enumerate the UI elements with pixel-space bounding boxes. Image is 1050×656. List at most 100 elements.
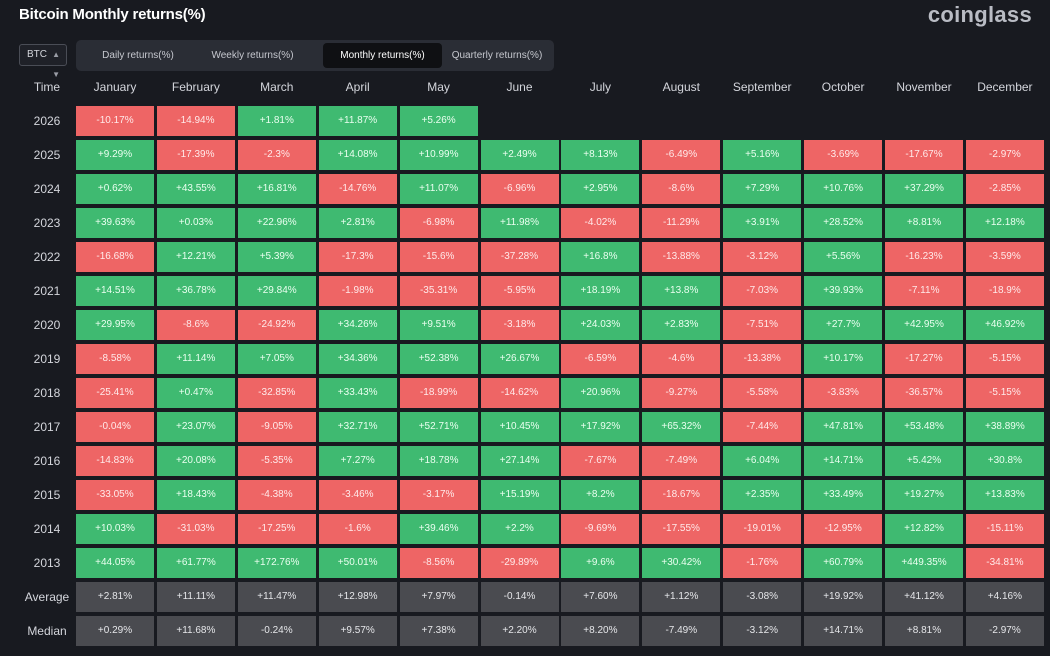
stat-cell: +4.16% bbox=[965, 582, 1044, 612]
stat-cell: +14.71% bbox=[804, 616, 883, 646]
return-cell: +10.17% bbox=[804, 344, 883, 374]
return-cell: -14.94% bbox=[156, 106, 235, 136]
return-cell: +60.79% bbox=[804, 548, 883, 578]
row-year-label: 2014 bbox=[33, 522, 61, 536]
return-cell: -17.27% bbox=[885, 344, 963, 374]
return-cell: -17.67% bbox=[885, 140, 963, 170]
stat-cell: +9.57% bbox=[318, 616, 397, 646]
column-header-month: January bbox=[93, 80, 137, 94]
return-cell: +30.8% bbox=[965, 446, 1044, 476]
tab-quarterly-returns[interactable]: Quarterly returns(%) bbox=[451, 50, 543, 61]
return-cell: -18.9% bbox=[965, 276, 1044, 306]
row-year-label: 2017 bbox=[33, 420, 61, 434]
column-header-month: December bbox=[977, 80, 1033, 94]
return-cell: -4.6% bbox=[642, 344, 721, 374]
return-cell: -0.04% bbox=[76, 412, 154, 442]
return-cell: +39.93% bbox=[804, 276, 883, 306]
stat-cell: +8.20% bbox=[561, 616, 640, 646]
return-cell: -36.57% bbox=[885, 378, 963, 408]
return-cell: +16.81% bbox=[237, 174, 316, 204]
return-cell: -3.17% bbox=[399, 480, 478, 510]
return-cell: +13.8% bbox=[642, 276, 721, 306]
brand-logo[interactable]: coinglass bbox=[927, 2, 1032, 27]
return-cell: +29.95% bbox=[76, 310, 154, 340]
row-year-label: 2020 bbox=[33, 318, 61, 332]
return-cell: -25.41% bbox=[76, 378, 154, 408]
return-cell: +18.19% bbox=[561, 276, 640, 306]
tab-weekly-returns[interactable]: Weekly returns(%) bbox=[211, 50, 294, 61]
return-cell: -32.85% bbox=[237, 378, 316, 408]
return-cell: +14.71% bbox=[804, 446, 883, 476]
tab-monthly-returns[interactable]: Monthly returns(%) bbox=[323, 43, 442, 68]
row-year-label: 2023 bbox=[33, 216, 61, 230]
return-cell: +44.05% bbox=[76, 548, 154, 578]
row-stat-label: Average bbox=[24, 590, 70, 604]
return-cell: -8.6% bbox=[156, 310, 235, 340]
return-cell: -37.28% bbox=[480, 242, 559, 272]
return-cell: -9.27% bbox=[642, 378, 721, 408]
return-cell: +9.29% bbox=[76, 140, 154, 170]
return-cell: +1.81% bbox=[237, 106, 316, 136]
return-cell: +5.16% bbox=[723, 140, 802, 170]
stat-cell: +8.81% bbox=[885, 616, 963, 646]
return-cell: -18.67% bbox=[642, 480, 721, 510]
row-year-label: 2022 bbox=[33, 250, 61, 264]
return-cell: +20.96% bbox=[561, 378, 640, 408]
return-cell: +5.26% bbox=[399, 106, 478, 136]
return-cell: +46.92% bbox=[965, 310, 1044, 340]
column-header-month: February bbox=[171, 80, 220, 94]
return-cell: +0.47% bbox=[156, 378, 235, 408]
stat-cell: +7.60% bbox=[561, 582, 640, 612]
return-cell: -8.56% bbox=[399, 548, 478, 578]
return-cell: -6.98% bbox=[399, 208, 478, 238]
return-cell: +17.92% bbox=[561, 412, 640, 442]
row-year-label: 2019 bbox=[33, 352, 61, 366]
asset-select[interactable]: BTC ▲ ▼ bbox=[19, 44, 67, 79]
column-header-month: September bbox=[732, 80, 792, 94]
return-cell: -3.12% bbox=[723, 242, 802, 272]
return-cell: +9.6% bbox=[561, 548, 640, 578]
return-cell: -13.38% bbox=[723, 344, 802, 374]
return-cell: +2.49% bbox=[480, 140, 559, 170]
return-cell: +8.2% bbox=[561, 480, 640, 510]
return-cell: -13.88% bbox=[642, 242, 721, 272]
return-cell: -7.03% bbox=[723, 276, 802, 306]
header: Bitcoin Monthly returns(%) coinglass bbox=[0, 0, 1050, 34]
tab-daily-returns[interactable]: Daily returns(%) bbox=[102, 50, 174, 61]
stat-cell: +7.38% bbox=[399, 616, 478, 646]
return-cell: +29.84% bbox=[237, 276, 316, 306]
page-title: Bitcoin Monthly returns(%) bbox=[19, 6, 206, 23]
return-cell: +7.05% bbox=[237, 344, 316, 374]
row-year-label: 2013 bbox=[33, 556, 61, 570]
return-cell: +13.83% bbox=[965, 480, 1044, 510]
stat-cell: -2.97% bbox=[965, 616, 1044, 646]
column-header-time: Time bbox=[33, 80, 61, 94]
row-year-label: 2016 bbox=[33, 454, 61, 468]
column-header-month: April bbox=[345, 80, 370, 94]
return-cell: +7.27% bbox=[318, 446, 397, 476]
stat-cell: +41.12% bbox=[885, 582, 963, 612]
return-cell: -3.83% bbox=[804, 378, 883, 408]
return-cell: -35.31% bbox=[399, 276, 478, 306]
stat-cell: +11.68% bbox=[156, 616, 235, 646]
stat-cell: -0.24% bbox=[237, 616, 316, 646]
return-cell: -3.46% bbox=[318, 480, 397, 510]
return-cell: -4.02% bbox=[561, 208, 640, 238]
return-cell: -1.98% bbox=[318, 276, 397, 306]
return-cell: +53.48% bbox=[885, 412, 963, 442]
return-cell: -29.89% bbox=[480, 548, 559, 578]
return-cell: +47.81% bbox=[804, 412, 883, 442]
row-year-label: 2018 bbox=[33, 386, 61, 400]
return-cell: -10.17% bbox=[76, 106, 154, 136]
column-header-month: March bbox=[260, 80, 294, 94]
return-cell: +50.01% bbox=[318, 548, 397, 578]
return-cell: +18.43% bbox=[156, 480, 235, 510]
return-cell: -6.96% bbox=[480, 174, 559, 204]
return-cell: +28.52% bbox=[804, 208, 883, 238]
return-cell: -8.58% bbox=[76, 344, 154, 374]
return-cell: +24.03% bbox=[561, 310, 640, 340]
row-stat-label: Median bbox=[27, 624, 67, 638]
return-cell: -17.55% bbox=[642, 514, 721, 544]
return-cell: -14.62% bbox=[480, 378, 559, 408]
return-cell: -6.59% bbox=[561, 344, 640, 374]
